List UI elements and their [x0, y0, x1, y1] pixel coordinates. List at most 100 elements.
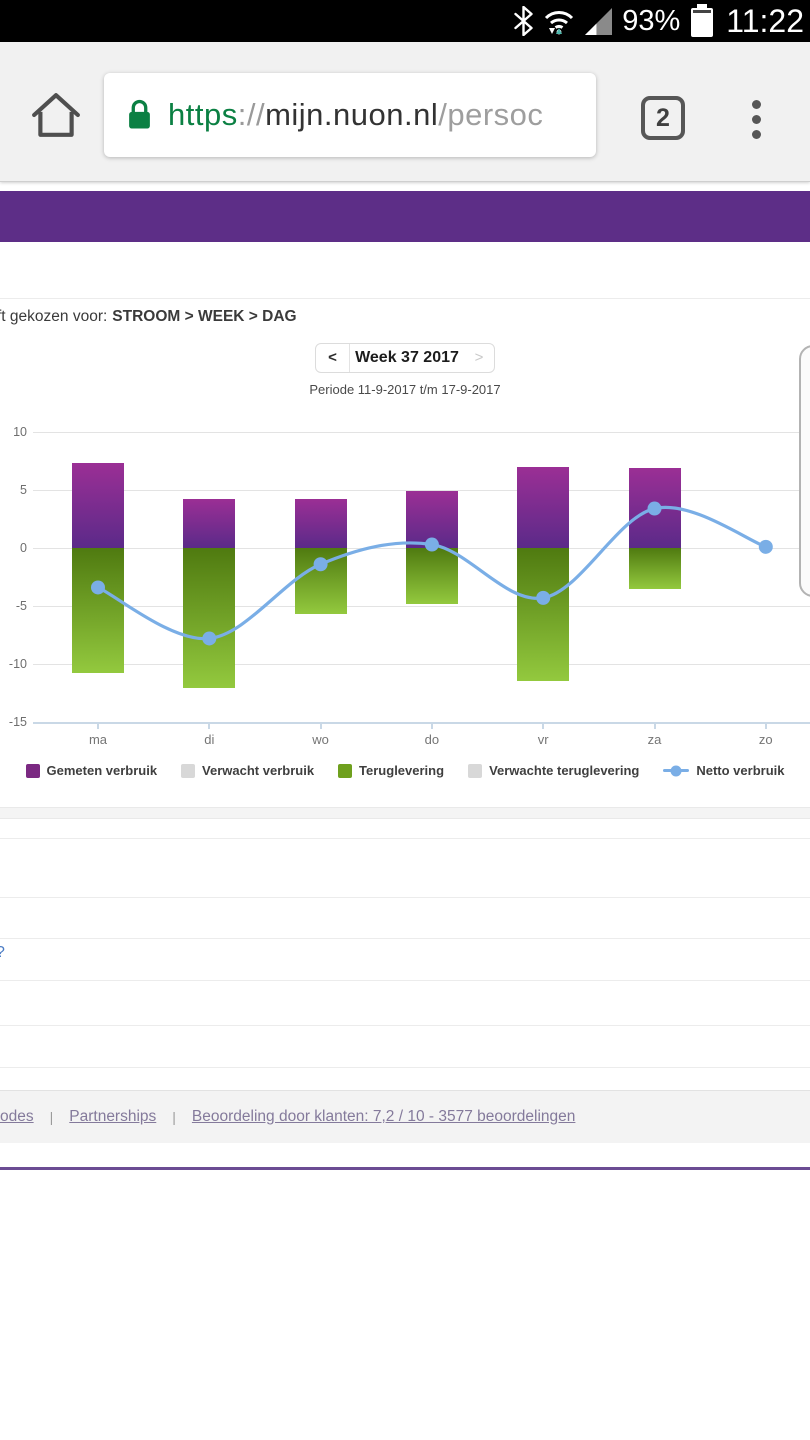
url-text: https://mijn.nuon.nl/persoc — [168, 97, 543, 133]
bar-gemeten-verbruik-di[interactable] — [183, 499, 236, 548]
footer-link-odes[interactable]: odes — [0, 1108, 34, 1125]
gridline — [33, 606, 810, 607]
x-tick-label-ma: ma — [88, 732, 108, 747]
gridline — [33, 664, 810, 665]
legend-item-gemeten-verbruik[interactable]: Gemeten verbruik — [25, 763, 158, 778]
footer-purple-rule — [0, 1167, 810, 1170]
period-label: Periode 11-9-2017 t/m 17-9-2017 — [309, 382, 501, 397]
url-host: mijn.nuon.nl — [265, 97, 439, 132]
legend-item-verwacht-verbruik[interactable]: Verwacht verbruik — [181, 763, 314, 778]
bar-gemeten-verbruik-za[interactable] — [628, 467, 681, 548]
url-bar[interactable]: https://mijn.nuon.nl/persoc — [104, 73, 596, 157]
legend-swatch — [338, 763, 353, 778]
wifi-icon — [545, 11, 574, 35]
y-tick-label: 5 — [20, 483, 27, 497]
row-divider — [0, 1067, 810, 1068]
x-tick-mark — [208, 723, 211, 729]
battery-percent: 93% — [622, 5, 681, 37]
lock-icon — [129, 99, 150, 129]
tab-switcher-button[interactable]: 2 — [641, 96, 685, 140]
y-tick-label: 10 — [13, 425, 27, 439]
tab-count: 2 — [656, 103, 670, 132]
footer-link-partnerships[interactable]: Partnerships — [69, 1108, 157, 1125]
x-tick-mark — [319, 723, 322, 729]
breadcrumb-prefix: ft gekozen voor: — [0, 308, 108, 325]
bar-teruglevering-vr[interactable] — [517, 548, 570, 682]
url-separator: :// — [237, 97, 266, 132]
legend-item-netto-verbruik[interactable]: Netto verbruik — [663, 763, 784, 778]
row-divider — [0, 897, 810, 898]
x-tick-mark — [653, 723, 656, 729]
x-tick-mark — [97, 723, 99, 729]
clock: 11:22 — [726, 3, 804, 39]
next-week-button[interactable]: > — [474, 349, 484, 366]
battery-icon — [691, 4, 714, 37]
site-header-bar — [0, 191, 810, 242]
bluetooth-icon — [514, 6, 533, 36]
content-divider — [0, 298, 810, 299]
row-divider — [0, 838, 810, 839]
selection-breadcrumb: ft gekozen voor: STROOM > WEEK > DAG — [0, 308, 297, 326]
legend-swatch — [25, 763, 40, 778]
footer-link-separator: | — [49, 1109, 54, 1125]
bar-teruglevering-di[interactable] — [183, 548, 236, 689]
x-tick-mark — [542, 723, 545, 729]
browser-menu-button[interactable] — [752, 100, 761, 139]
x-tick-mark — [430, 723, 433, 729]
bar-teruglevering-za[interactable] — [628, 548, 681, 589]
x-tick-label-do: do — [424, 732, 440, 747]
gridline — [33, 432, 810, 433]
bar-gemeten-verbruik-wo[interactable] — [294, 499, 347, 548]
menu-dot — [752, 100, 761, 109]
status-bar: 93% 11:22 — [0, 0, 810, 42]
row-divider — [0, 980, 810, 981]
x-tick-mark — [764, 723, 767, 729]
bar-gemeten-verbruik-vr[interactable] — [517, 466, 570, 548]
section-band — [0, 807, 810, 819]
bar-gemeten-verbruik-do[interactable] — [405, 491, 458, 548]
bar-teruglevering-ma[interactable] — [72, 548, 124, 674]
footer-link-separator: | — [172, 1109, 176, 1125]
x-tick-label-zo: zo — [758, 732, 773, 747]
side-panel-tab[interactable] — [799, 345, 810, 597]
bar-gemeten-verbruik-ma[interactable] — [72, 463, 124, 548]
legend-item-verwachte-teruglevering[interactable]: Verwachte teruglevering — [468, 763, 639, 778]
footer-link-beoordeling-door-klanten-7-2-1[interactable]: Beoordeling door klanten: 7,2 / 10 - 357… — [191, 1108, 576, 1125]
bar-teruglevering-wo[interactable] — [294, 548, 347, 615]
x-tick-label-wo: wo — [312, 732, 329, 747]
legend-dot — [670, 765, 682, 776]
legend-swatch — [181, 763, 196, 778]
x-tick-label-vr: vr — [537, 732, 549, 747]
menu-dot — [752, 130, 761, 139]
y-tick-label: -10 — [8, 657, 27, 671]
row-divider — [0, 1025, 810, 1026]
y-tick-label: 0 — [20, 541, 27, 555]
x-tick-label-za: za — [647, 732, 662, 747]
week-label: Week 37 2017 — [355, 349, 459, 366]
legend-label: Netto verbruik — [696, 763, 785, 778]
y-tick-label: -15 — [8, 715, 27, 729]
week-selector: < Week 37 2017 > — [315, 343, 495, 373]
previous-week-button[interactable]: < — [316, 344, 350, 372]
chart-legend: Gemeten verbruik Verwacht verbruik Terugle… — [0, 763, 810, 778]
legend-item-teruglevering[interactable]: Teruglevering — [338, 763, 444, 778]
chart: 10 5 0 -5 -10 -15 ma di wo do vr za zo — [0, 415, 810, 760]
truncated-help-link[interactable]: ? — [0, 944, 5, 962]
line-point-zo[interactable] — [758, 539, 773, 554]
legend-label: Verwachte teruglevering — [489, 763, 640, 778]
bar-teruglevering-do[interactable] — [405, 548, 458, 604]
gridline — [33, 490, 810, 491]
footer-links-bar: odes | Partnerships | Beoordeling door klant… — [0, 1090, 810, 1143]
legend-line-swatch — [663, 765, 690, 776]
url-path: /persoc — [438, 97, 544, 132]
x-axis-line — [33, 722, 810, 724]
legend-label: Gemeten verbruik — [46, 763, 158, 778]
row-divider — [0, 938, 810, 939]
browser-chrome: https://mijn.nuon.nl/persoc 2 — [0, 42, 810, 182]
menu-dot — [752, 115, 761, 124]
legend-label: Teruglevering — [359, 763, 445, 778]
y-tick-label: -5 — [15, 599, 27, 613]
legend-label: Verwacht verbruik — [202, 763, 315, 778]
x-tick-label-di: di — [204, 732, 215, 747]
home-button[interactable] — [31, 92, 81, 138]
